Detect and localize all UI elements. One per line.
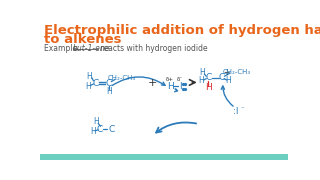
Text: C: C: [218, 73, 224, 82]
Text: C: C: [93, 79, 99, 88]
Text: H: H: [106, 87, 112, 96]
Text: C: C: [97, 125, 103, 134]
Text: to alkenes: to alkenes: [44, 33, 121, 46]
Bar: [40, 154, 288, 160]
Text: :I: :I: [233, 107, 238, 116]
Text: ⁻: ⁻: [240, 106, 244, 112]
FancyArrowPatch shape: [112, 77, 165, 86]
Text: δ+: δ+: [166, 77, 174, 82]
Text: Example:: Example:: [44, 44, 82, 53]
Text: H: H: [205, 83, 212, 92]
Text: Electrophilic addition of hydrogen halides: Electrophilic addition of hydrogen halid…: [44, 24, 320, 37]
Text: H: H: [199, 68, 205, 77]
Text: C: C: [105, 79, 111, 88]
Text: δ⁻: δ⁻: [177, 77, 183, 82]
Text: H: H: [90, 127, 96, 136]
Text: +: +: [223, 68, 229, 77]
Text: C: C: [109, 125, 115, 134]
FancyArrowPatch shape: [156, 122, 196, 132]
FancyArrowPatch shape: [175, 89, 178, 92]
Text: H: H: [87, 72, 92, 81]
Text: C: C: [206, 73, 212, 82]
Text: but-1-ene: but-1-ene: [73, 44, 110, 53]
Text: H: H: [167, 82, 173, 91]
Text: reacts with hydrogen iodide: reacts with hydrogen iodide: [98, 44, 208, 53]
Text: H: H: [85, 82, 91, 91]
FancyArrowPatch shape: [221, 86, 233, 106]
Text: +: +: [148, 78, 157, 88]
Text: CH₂-CH₃: CH₂-CH₃: [223, 69, 251, 75]
Text: H: H: [198, 76, 204, 85]
Text: H: H: [226, 76, 231, 85]
Text: I: I: [179, 82, 181, 91]
Text: H: H: [94, 117, 100, 126]
Text: CH₂-CH₃: CH₂-CH₃: [107, 75, 135, 81]
